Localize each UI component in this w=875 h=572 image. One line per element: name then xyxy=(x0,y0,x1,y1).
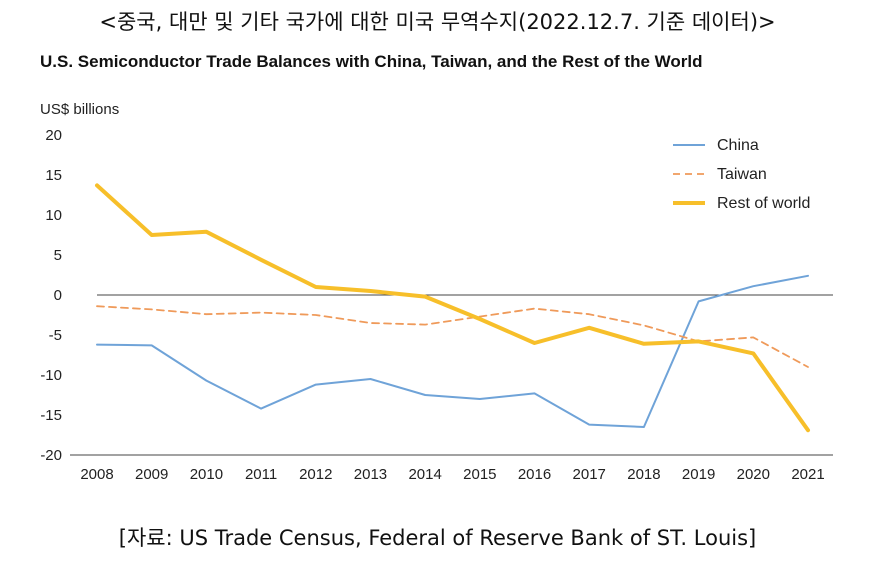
x-tick-labels: 2008 2009 2010 2011 2012 2013 2014 2015 2016 2017… xyxy=(80,466,824,483)
x-tick-label: 2011 xyxy=(245,466,277,483)
x-tick-label: 2021 xyxy=(791,466,824,483)
x-tick-label: 2010 xyxy=(190,466,223,483)
series-line-taiwan xyxy=(96,305,809,368)
legend-label-rest-of-world: Rest of world xyxy=(717,195,810,212)
x-tick-label: 2012 xyxy=(299,466,332,483)
x-tick-label: 2013 xyxy=(354,466,387,483)
y-tick-label: -15 xyxy=(40,407,62,424)
x-tick-label: 2009 xyxy=(135,466,168,483)
x-tick-label: 2018 xyxy=(627,466,660,483)
y-tick-label: -20 xyxy=(40,447,62,464)
page-caption: <중국, 대만 및 기타 국가에 대한 미국 무역수지(2022.12.7. 기… xyxy=(99,10,776,34)
legend-label-taiwan: Taiwan xyxy=(717,166,767,183)
y-tick-label: 20 xyxy=(45,127,62,144)
legend: China Taiwan Rest of world xyxy=(673,137,810,212)
x-tick-label: 2015 xyxy=(463,466,496,483)
source-caption: [자료: US Trade Census, Federal of Reserve… xyxy=(118,526,757,550)
x-tick-label: 2008 xyxy=(80,466,113,483)
x-tick-label: 2017 xyxy=(573,466,606,483)
y-tick-label: 15 xyxy=(45,167,62,184)
legend-label-china: China xyxy=(717,137,759,154)
x-tick-label: 2019 xyxy=(682,466,715,483)
y-tick-label: -10 xyxy=(40,367,62,384)
series-lines xyxy=(95,183,810,433)
series-line-rest-of-world xyxy=(95,183,810,433)
y-tick-label: 10 xyxy=(45,207,62,224)
y-tick-label: 0 xyxy=(54,287,62,304)
y-tick-labels: 20 15 10 5 0 -5 -10 -15 -20 xyxy=(40,127,62,464)
y-tick-label: -5 xyxy=(49,327,62,344)
chart-title: U.S. Semiconductor Trade Balances with C… xyxy=(40,52,703,71)
series-line-china xyxy=(96,274,809,428)
y-tick-label: 5 xyxy=(54,247,62,264)
x-tick-label: 2020 xyxy=(737,466,770,483)
y-axis-label: US$ billions xyxy=(40,101,119,118)
x-tick-label: 2014 xyxy=(408,466,441,483)
x-tick-label: 2016 xyxy=(518,466,551,483)
